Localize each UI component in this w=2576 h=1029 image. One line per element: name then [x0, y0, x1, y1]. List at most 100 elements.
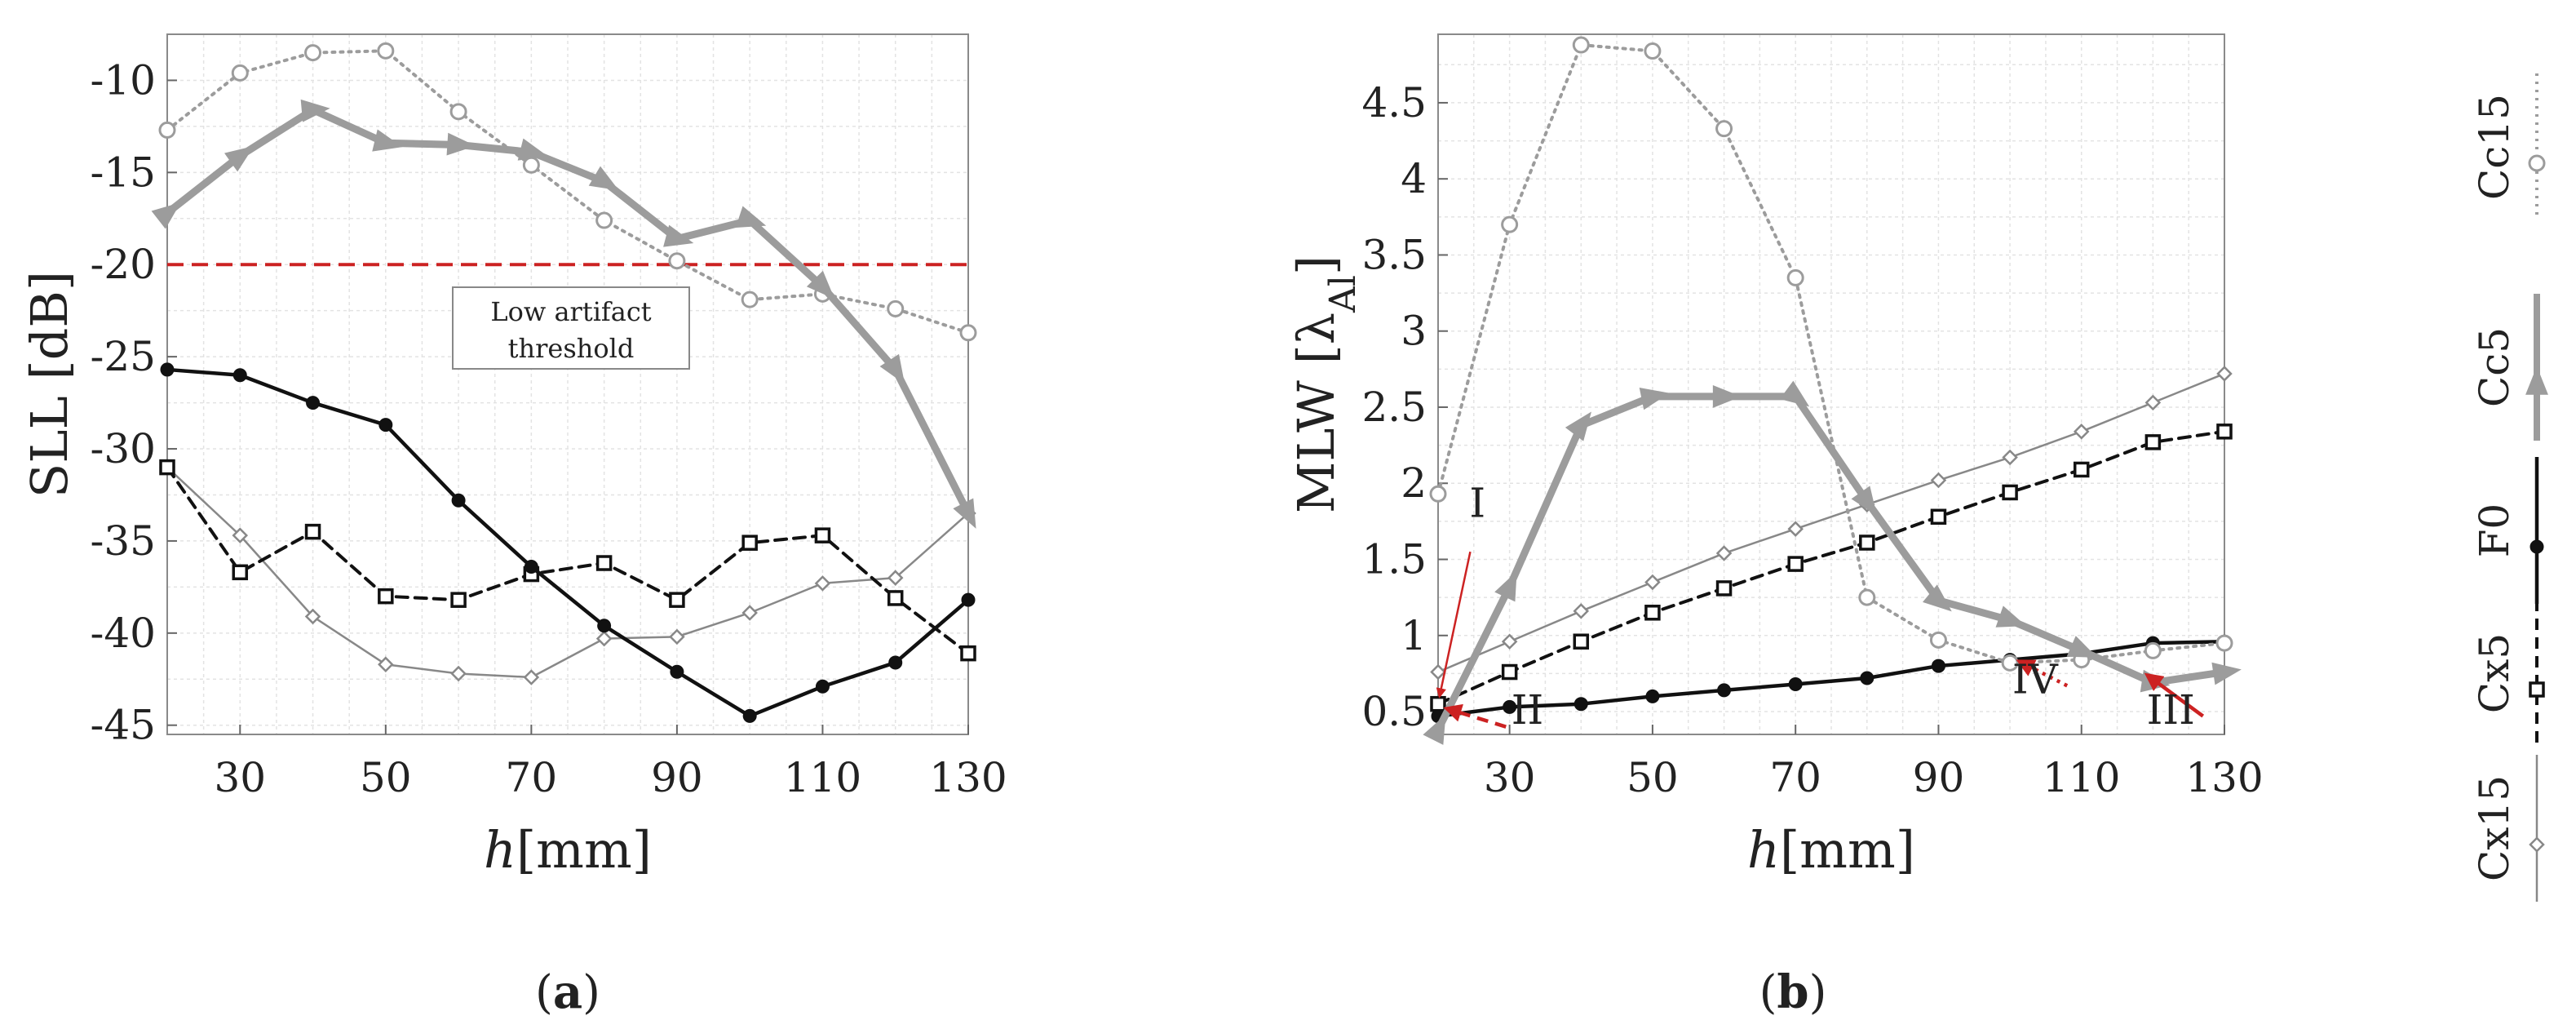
x-axis-label: h[mm] — [484, 820, 652, 880]
data-point-cc5 — [806, 270, 835, 299]
data-point-cx5 — [814, 527, 831, 543]
data-point-cx15 — [1787, 521, 1804, 537]
y-tick-label: 4.5 — [1361, 79, 1427, 126]
x-tick-label: 90 — [1913, 754, 1965, 801]
data-point-cc5 — [2066, 636, 2098, 658]
data-point-cx5 — [232, 564, 249, 581]
data-point-cc5 — [1423, 714, 1446, 745]
data-point-cx15 — [2002, 449, 2018, 466]
data-point-cc5 — [300, 99, 330, 122]
y-tick-label: 2 — [1401, 459, 1427, 507]
data-point-cc15 — [595, 211, 613, 229]
series-cc5 — [151, 99, 976, 529]
data-point-f0 — [1645, 689, 1660, 703]
x-axis-variable: h — [484, 820, 516, 880]
data-point-f0 — [597, 619, 612, 633]
subfigure-label-a: (a) — [535, 965, 600, 1019]
series-f0 — [160, 362, 976, 723]
data-point-cc5 — [1639, 387, 1670, 410]
data-point-f0 — [1860, 671, 1874, 685]
data-point-cc5 — [1995, 605, 2027, 628]
legend-swatch-marker-cc15 — [2528, 154, 2546, 172]
x-tick-label: 30 — [214, 754, 266, 801]
data-point-f0 — [160, 362, 175, 377]
subfigure-paren-close: ) — [582, 966, 600, 1019]
x-axis-unit: [mm] — [516, 820, 652, 880]
series-cx5 — [159, 459, 976, 662]
data-point-cx15 — [1501, 633, 1518, 650]
subfigure-paren-open: ( — [1759, 966, 1777, 1019]
data-point-f0 — [1573, 697, 1588, 712]
y-axis-label-main: SLL [dB] — [20, 271, 79, 498]
chart-panel-b: 30 50 70 90 110 1300.511.522.533.544.5IIIIVII… — [1286, 33, 2264, 1019]
data-point-cc5 — [1565, 411, 1591, 441]
data-point-cx5 — [304, 523, 321, 540]
data-point-cx5 — [595, 555, 613, 571]
data-point-cc5 — [517, 138, 548, 161]
annotation-label-iii: III — [2147, 686, 2195, 734]
y-tick-label: 2.5 — [1361, 384, 1427, 431]
data-point-cc5 — [1494, 570, 1517, 602]
legend-entry-cc15: Cc15 — [2471, 73, 2546, 220]
data-point-cc5 — [953, 498, 976, 529]
legend-swatch-marker-cx5 — [2529, 681, 2545, 698]
y-tick-label: 1.5 — [1361, 536, 1427, 583]
x-tick-label: 130 — [929, 754, 1007, 801]
y-axis-label: MLW [λAl] — [1286, 255, 1364, 513]
x-tick-label: 110 — [784, 754, 861, 801]
legend-label-cx15: Cx15 — [2471, 775, 2518, 881]
annotation-arrow-iii — [2144, 672, 2205, 718]
data-point-cx15 — [1573, 603, 1590, 619]
chart-panel-a: 30 50 70 90 110 130 -10 -15 -20 -25 -30 -35 -40 -45 Lo… — [20, 33, 1007, 1019]
data-point-cc5 — [224, 145, 255, 172]
data-point-f0 — [451, 493, 466, 508]
legend: Cc15 Cc5 F0 Cx5 Cx15 — [2471, 73, 2548, 902]
data-point-f0 — [378, 418, 393, 432]
data-point-cc5 — [663, 224, 694, 247]
data-point-f0 — [1931, 659, 1945, 673]
data-point-cc5 — [1779, 380, 1810, 407]
data-point-cx5 — [1715, 580, 1733, 597]
legend-label-cx5: Cx5 — [2471, 633, 2518, 713]
x-tick-label: 50 — [360, 754, 412, 801]
legend-entry-f0: F0 — [2471, 457, 2544, 604]
data-point-cx5 — [960, 645, 976, 662]
data-point-f0 — [1788, 676, 1803, 691]
data-point-cc15 — [1786, 268, 1804, 286]
data-point-cx5 — [1644, 605, 1661, 621]
data-point-cc5 — [2211, 662, 2242, 685]
data-point-cc15 — [158, 121, 176, 139]
y-tick-label: -30 — [90, 425, 156, 472]
plot-frame — [166, 33, 969, 735]
x-tick-label: 90 — [651, 754, 703, 801]
annotation-arrow-iv — [2016, 659, 2069, 688]
y-axis-label-subscript: Al — [1322, 275, 1364, 313]
data-point-cx15 — [450, 665, 467, 682]
x-tick-label: 70 — [1769, 754, 1821, 801]
data-point-cc15 — [449, 103, 467, 121]
data-point-cx15 — [2073, 424, 2090, 440]
x-tick-label: 30 — [1484, 754, 1536, 801]
threshold-label-line1: Low artifact — [490, 296, 651, 327]
data-point-cx5 — [887, 590, 904, 606]
data-point-cx15 — [741, 605, 758, 621]
data-point-cx5 — [159, 459, 175, 476]
data-point-cc15 — [887, 299, 905, 317]
annotation-label-ii: II — [1512, 686, 1544, 734]
data-point-cx15 — [304, 608, 321, 625]
annotation-label-iv: IV — [2012, 656, 2059, 703]
data-point-cc5 — [735, 206, 767, 228]
data-point-cx15 — [2144, 394, 2162, 411]
series-cx15 — [1430, 366, 2233, 681]
data-point-cc15 — [1858, 588, 1876, 606]
legend-swatch-marker-cx15 — [2529, 836, 2545, 853]
legend-entry-cx5: Cx5 — [2471, 600, 2545, 747]
legend-label-f0: F0 — [2471, 503, 2518, 558]
data-point-cc15 — [1715, 120, 1733, 138]
data-point-f0 — [1503, 699, 1517, 714]
data-point-cc15 — [522, 156, 540, 174]
threshold-label-box — [452, 286, 690, 370]
series-line-cx15 — [166, 466, 970, 679]
y-tick-label: 0.5 — [1361, 688, 1427, 735]
data-point-cx15 — [523, 669, 540, 685]
